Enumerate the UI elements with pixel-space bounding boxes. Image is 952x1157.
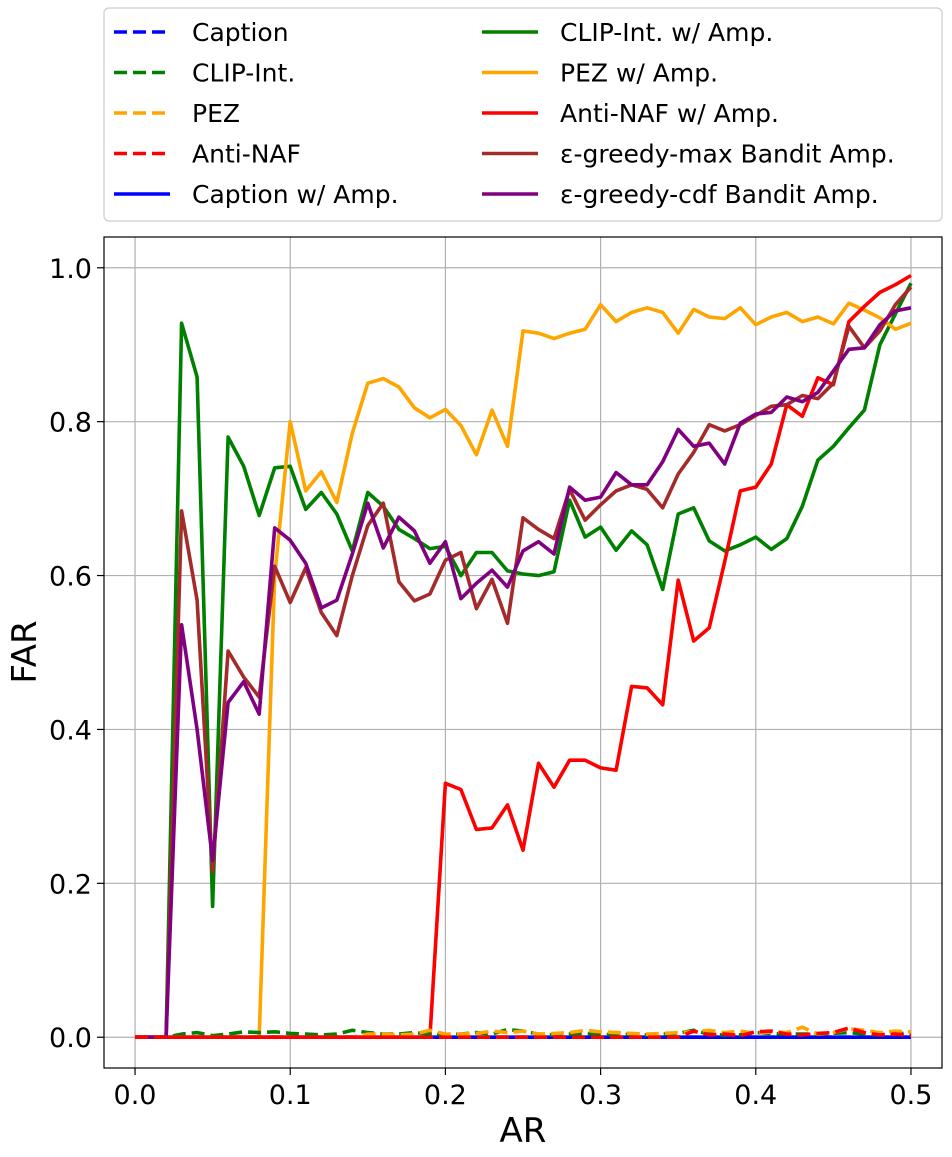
legend-label: Anti-NAF [192,140,301,169]
x-tick-label: 0.0 [114,1080,157,1111]
y-axis-label: FAR [5,620,45,683]
grid [104,237,942,1068]
legend-label: Caption w/ Amp. [192,180,399,209]
plot-frame [103,236,943,1069]
x-axis-label: AR [500,1111,547,1151]
x-tick-label: 0.2 [424,1080,467,1111]
series-line-6 [135,301,912,1039]
legend-label: PEZ [192,99,240,128]
legend-label: CLIP-Int. [192,59,295,88]
series-line-9 [135,306,912,1039]
series-line-5 [135,282,913,1039]
x-tick-label: 0.4 [734,1080,777,1111]
legend: Caption CLIP-Int. PEZ Anti-NAF Caption w/ Am… [103,7,943,222]
legend-label: CLIP-Int. w/ Amp. [560,18,773,47]
x-tick-label: 0.1 [269,1080,312,1111]
y-tick-label: 1.0 [49,254,92,285]
series-line-7 [135,273,912,1039]
plot-lines [135,273,913,1039]
y-tick-label: 0.6 [49,562,92,593]
x-tick-label: 0.3 [579,1080,622,1111]
y-tick-label: 0.2 [49,869,92,900]
legend-label: PEZ w/ Amp. [560,59,718,88]
y-tick-label: 0.4 [49,715,92,746]
x-tick-label: 0.5 [889,1080,932,1111]
y-tick-label: 0.8 [49,408,92,439]
legend-label: ε-greedy-cdf Bandit Amp. [560,180,879,209]
y-tick-label: 0.0 [49,1023,92,1054]
legend-label: Anti-NAF w/ Amp. [560,99,779,128]
legend-label: Caption [192,18,289,47]
axis-ticks: 0.0 0.1 0.2 0.3 0.4 0.5 0.0 0.2 0.4 0.6 0.8 1.0 [49,254,932,1111]
legend-label: ε-greedy-max Bandit Amp. [560,140,895,169]
series-line-3 [135,1026,912,1039]
